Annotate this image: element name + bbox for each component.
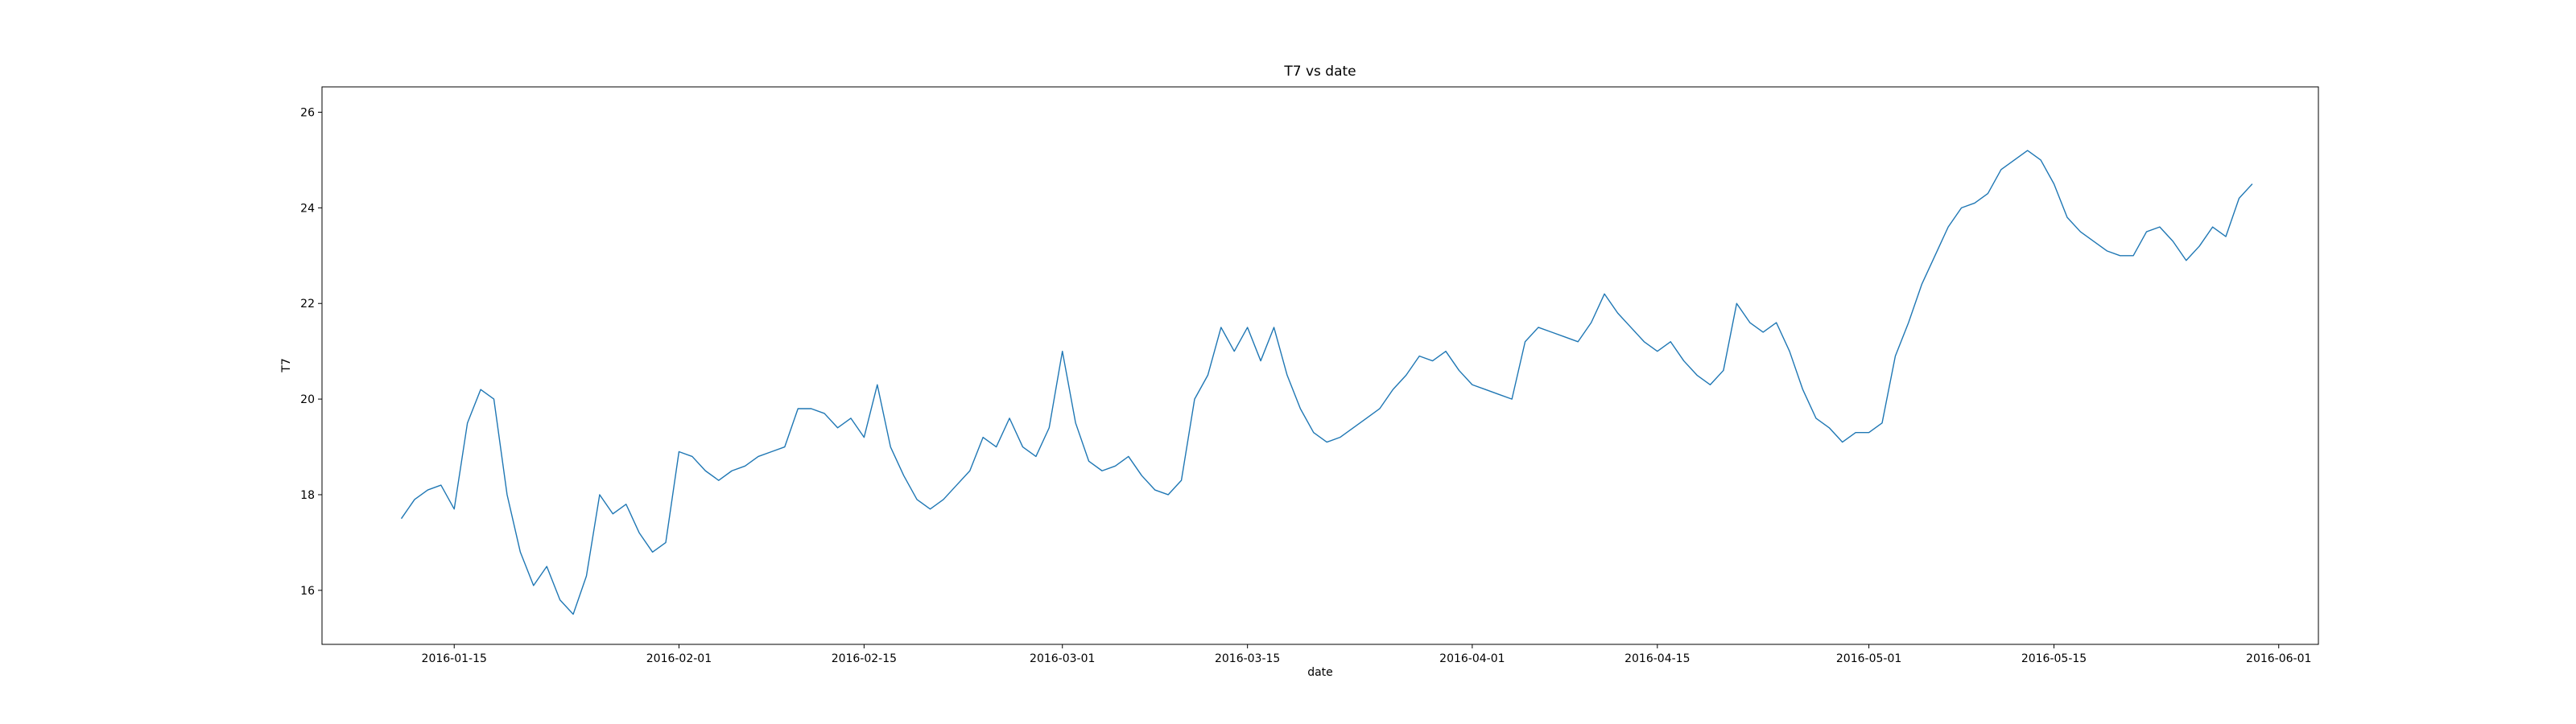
x-tick-label: 2016-04-15: [1624, 652, 1690, 665]
y-tick-label: 18: [300, 489, 315, 502]
x-tick-label: 2016-05-15: [2021, 652, 2087, 665]
chart-title: T7 vs date: [1283, 64, 1356, 80]
x-tick-label: 2016-03-01: [1030, 652, 1095, 665]
x-tick-label: 2016-05-01: [1836, 652, 1901, 665]
x-tick-label: 2016-02-15: [832, 652, 897, 665]
y-tick-label: 22: [300, 298, 315, 311]
x-tick-label: 2016-03-15: [1215, 652, 1280, 665]
y-tick-label: 26: [300, 107, 315, 120]
data-line: [400, 150, 2253, 615]
x-axis-label: date: [1307, 666, 1333, 679]
x-tick-label: 2016-02-01: [646, 652, 712, 665]
plot-frame: [321, 86, 2319, 645]
x-tick-label: 2016-06-01: [2246, 652, 2311, 665]
x-tick-label: 2016-01-15: [422, 652, 487, 665]
y-tick-label: 20: [300, 393, 315, 406]
y-tick-label: 24: [300, 202, 315, 215]
x-tick-label: 2016-04-01: [1439, 652, 1505, 665]
y-axis-label: T7: [280, 358, 293, 372]
y-tick-label: 16: [300, 585, 315, 598]
